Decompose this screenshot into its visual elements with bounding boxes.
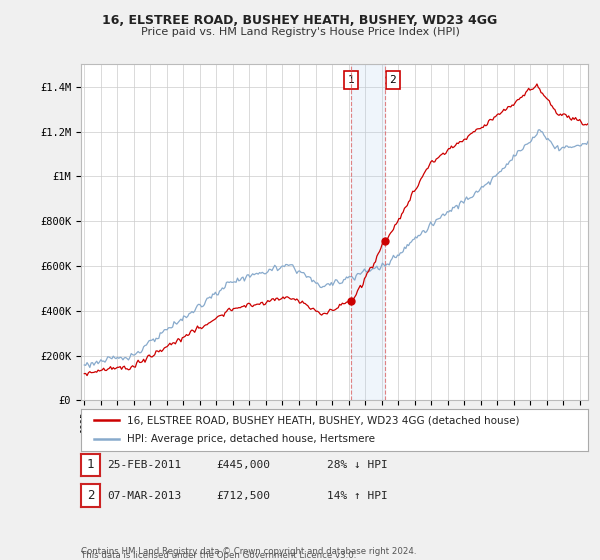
- Text: 25-FEB-2011: 25-FEB-2011: [107, 460, 181, 470]
- Bar: [351, 64, 385, 400]
- Text: 1: 1: [87, 458, 94, 472]
- Text: HPI: Average price, detached house, Hertsmere: HPI: Average price, detached house, Hert…: [127, 434, 374, 444]
- Text: £712,500: £712,500: [216, 491, 270, 501]
- Text: Price paid vs. HM Land Registry's House Price Index (HPI): Price paid vs. HM Land Registry's House …: [140, 27, 460, 37]
- Text: 28% ↓ HPI: 28% ↓ HPI: [327, 460, 388, 470]
- Text: 14% ↑ HPI: 14% ↑ HPI: [327, 491, 388, 501]
- Text: 16, ELSTREE ROAD, BUSHEY HEATH, BUSHEY, WD23 4GG: 16, ELSTREE ROAD, BUSHEY HEATH, BUSHEY, …: [103, 14, 497, 27]
- Text: Contains HM Land Registry data © Crown copyright and database right 2024.: Contains HM Land Registry data © Crown c…: [81, 547, 416, 556]
- Text: 07-MAR-2013: 07-MAR-2013: [107, 491, 181, 501]
- Text: 2: 2: [87, 489, 94, 502]
- Text: £445,000: £445,000: [216, 460, 270, 470]
- Text: 16, ELSTREE ROAD, BUSHEY HEATH, BUSHEY, WD23 4GG (detached house): 16, ELSTREE ROAD, BUSHEY HEATH, BUSHEY, …: [127, 415, 519, 425]
- Text: This data is licensed under the Open Government Licence v3.0.: This data is licensed under the Open Gov…: [81, 551, 356, 560]
- Text: 2: 2: [389, 75, 396, 85]
- Text: 1: 1: [347, 75, 355, 85]
